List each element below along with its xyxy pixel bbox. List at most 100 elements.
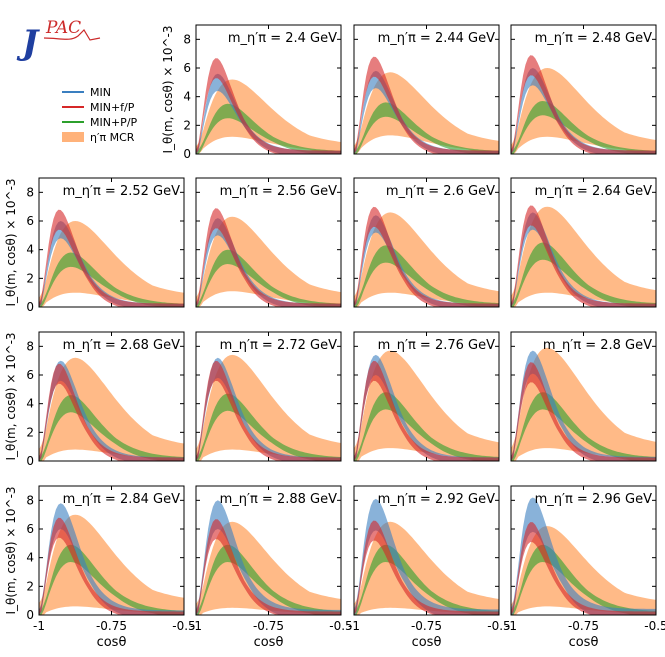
band-minpp [511,101,656,154]
legend: MIN MIN+f/P MIN+P/P η′π MCR [62,86,138,144]
y-axis-label: I_θ(m, cosθ) × 10^-3 [4,332,18,460]
ytick-label: 0 [26,300,34,314]
legend-label-mcr: η′π MCR [90,131,135,144]
ytick-label: 4 [26,243,34,257]
band-minfp [39,363,184,461]
y-axis-label: I_θ(m, cosθ) × 10^-3 [161,25,175,153]
panel-m-2.56: m_η′π = 2.56 GeV [195,177,342,308]
band-minpp [511,392,656,461]
panel-m-2.92: -1 -0.75 -0.5 m_η′π = 2.92 GeV cosθ [348,485,511,650]
panel-mass-label: m_η′π = 2.68 GeV [63,338,180,353]
xtick-label: -1 [348,619,360,633]
panel-m-2.8: m_η′π = 2.8 GeV [510,331,657,462]
panel-mass-label: m_η′π = 2.96 GeV [535,492,652,507]
panel-m-2.64: m_η′π = 2.64 GeV [510,177,657,308]
ytick-label: 4 [183,90,191,104]
band-mcr [511,206,656,307]
panel-mass-label: m_η′π = 2.8 GeV [543,338,652,353]
ytick-label: 2 [26,579,34,593]
band-minpp [196,249,341,307]
band-minpp [196,393,341,461]
xtick-label: -0.75 [411,619,442,633]
legend-label-min: MIN [90,86,111,99]
band-minfp [511,205,656,307]
band-minfp [196,208,341,307]
band-minpp [354,245,499,307]
xtick-label: -1 [190,619,202,633]
legend-item-minpp: MIN+P/P [62,116,138,129]
y-axis-label: I_θ(m, cosθ) × 10^-3 [4,178,18,306]
panel-m-2.84: 0 2 4 6 8 -1 -0.75 -0.5 m_η′π = 2.84 GeV cosθ I_θ(… [4,485,196,650]
panel-mass-label: m_η′π = 2.84 GeV [63,492,180,507]
xtick-label: -1 [505,619,517,633]
ytick-label: 4 [26,397,34,411]
band-mcr [354,212,499,307]
x-axis-label: cosθ [569,635,599,650]
y-axis-label: I_θ(m, cosθ) × 10^-3 [4,486,18,614]
panel-mass-label: m_η′π = 2.56 GeV [220,184,337,199]
band-minfp [511,55,656,154]
ytick-label: 0 [183,147,191,161]
panel-mass-label: m_η′π = 2.64 GeV [535,184,652,199]
ytick-label: 0 [26,454,34,468]
band-minfp [511,522,656,615]
logo-subtitle: PAC [45,18,81,38]
band-mcr [196,354,341,461]
ytick-label: 8 [26,185,34,199]
xtick-label: -1 [33,619,45,633]
ytick-label: 2 [26,271,34,285]
xtick-label: -0.5 [329,619,352,633]
band-minfp [196,58,341,155]
panel-mass-label: m_η′π = 2.6 GeV [386,184,495,199]
band-minfp [354,56,499,154]
ytick-label: 6 [26,368,34,382]
ytick-label: 8 [183,32,191,46]
ytick-label: 6 [26,214,34,228]
xtick-label: -0.5 [644,619,665,633]
band-minfp [39,517,184,615]
legend-item-mcr: η′π MCR [62,131,135,144]
xtick-label: -0.5 [172,619,195,633]
panel-m-2.6: m_η′π = 2.6 GeV [353,177,500,308]
ytick-label: 2 [26,425,34,439]
panel-mass-label: m_η′π = 2.76 GeV [378,338,495,353]
band-minpp [354,102,499,154]
logo-wave-icon [43,29,101,41]
jpac-logo: J PAC [16,18,101,63]
band-minfp [196,360,341,461]
band-mcr [39,357,184,461]
panel-mass-label: m_η′π = 2.44 GeV [378,31,495,46]
panel-m-2.76: m_η′π = 2.76 GeV [353,331,500,462]
panel-m-2.72: m_η′π = 2.72 GeV [195,331,342,462]
legend-label-minfp: MIN+f/P [90,101,135,114]
panel-m-2.44: m_η′π = 2.44 GeV [353,24,500,155]
band-minfp [39,209,184,307]
band-minpp [511,242,656,307]
panel-grid: 0 2 4 6 8 m_η′π = 2.4 GeV I_θ(m, cosθ) × 10^-3… [4,24,665,650]
band-minfp [354,520,499,615]
band-minpp [196,103,341,154]
ytick-label: 0 [26,608,34,622]
ytick-label: 8 [26,339,34,353]
panel-m-2.52: 0 2 4 6 8 m_η′π = 2.52 GeV I_θ(m, cosθ) × 10^-… [4,177,185,314]
panel-mass-label: m_η′π = 2.4 GeV [228,31,337,46]
panel-m-2.4: 0 2 4 6 8 m_η′π = 2.4 GeV I_θ(m, cosθ) × 10^-3 [161,24,342,161]
panel-m-2.68: 0 2 4 6 8 m_η′π = 2.68 GeV I_θ(m, cosθ) × 10^-… [4,331,185,468]
band-minpp [354,392,499,461]
panel-m-2.96: -1 -0.75 -0.5 m_η′π = 2.96 GeV cosθ [505,485,665,650]
x-axis-label: cosθ [97,635,127,650]
band-minfp [354,360,499,461]
panel-m-2.88: -1 -0.75 -0.5 m_η′π = 2.88 GeV cosθ [190,485,353,650]
band-mcr [354,350,499,461]
band-minpp [39,395,184,461]
band-mcr [196,216,341,307]
x-axis-label: cosθ [254,635,284,650]
xtick-label: -0.5 [487,619,510,633]
xtick-label: -0.75 [568,619,599,633]
ytick-label: 2 [183,118,191,132]
logo-letter: J [16,23,40,63]
band-minfp [511,362,656,461]
ytick-label: 6 [183,61,191,75]
legend-item-min: MIN [62,86,111,99]
